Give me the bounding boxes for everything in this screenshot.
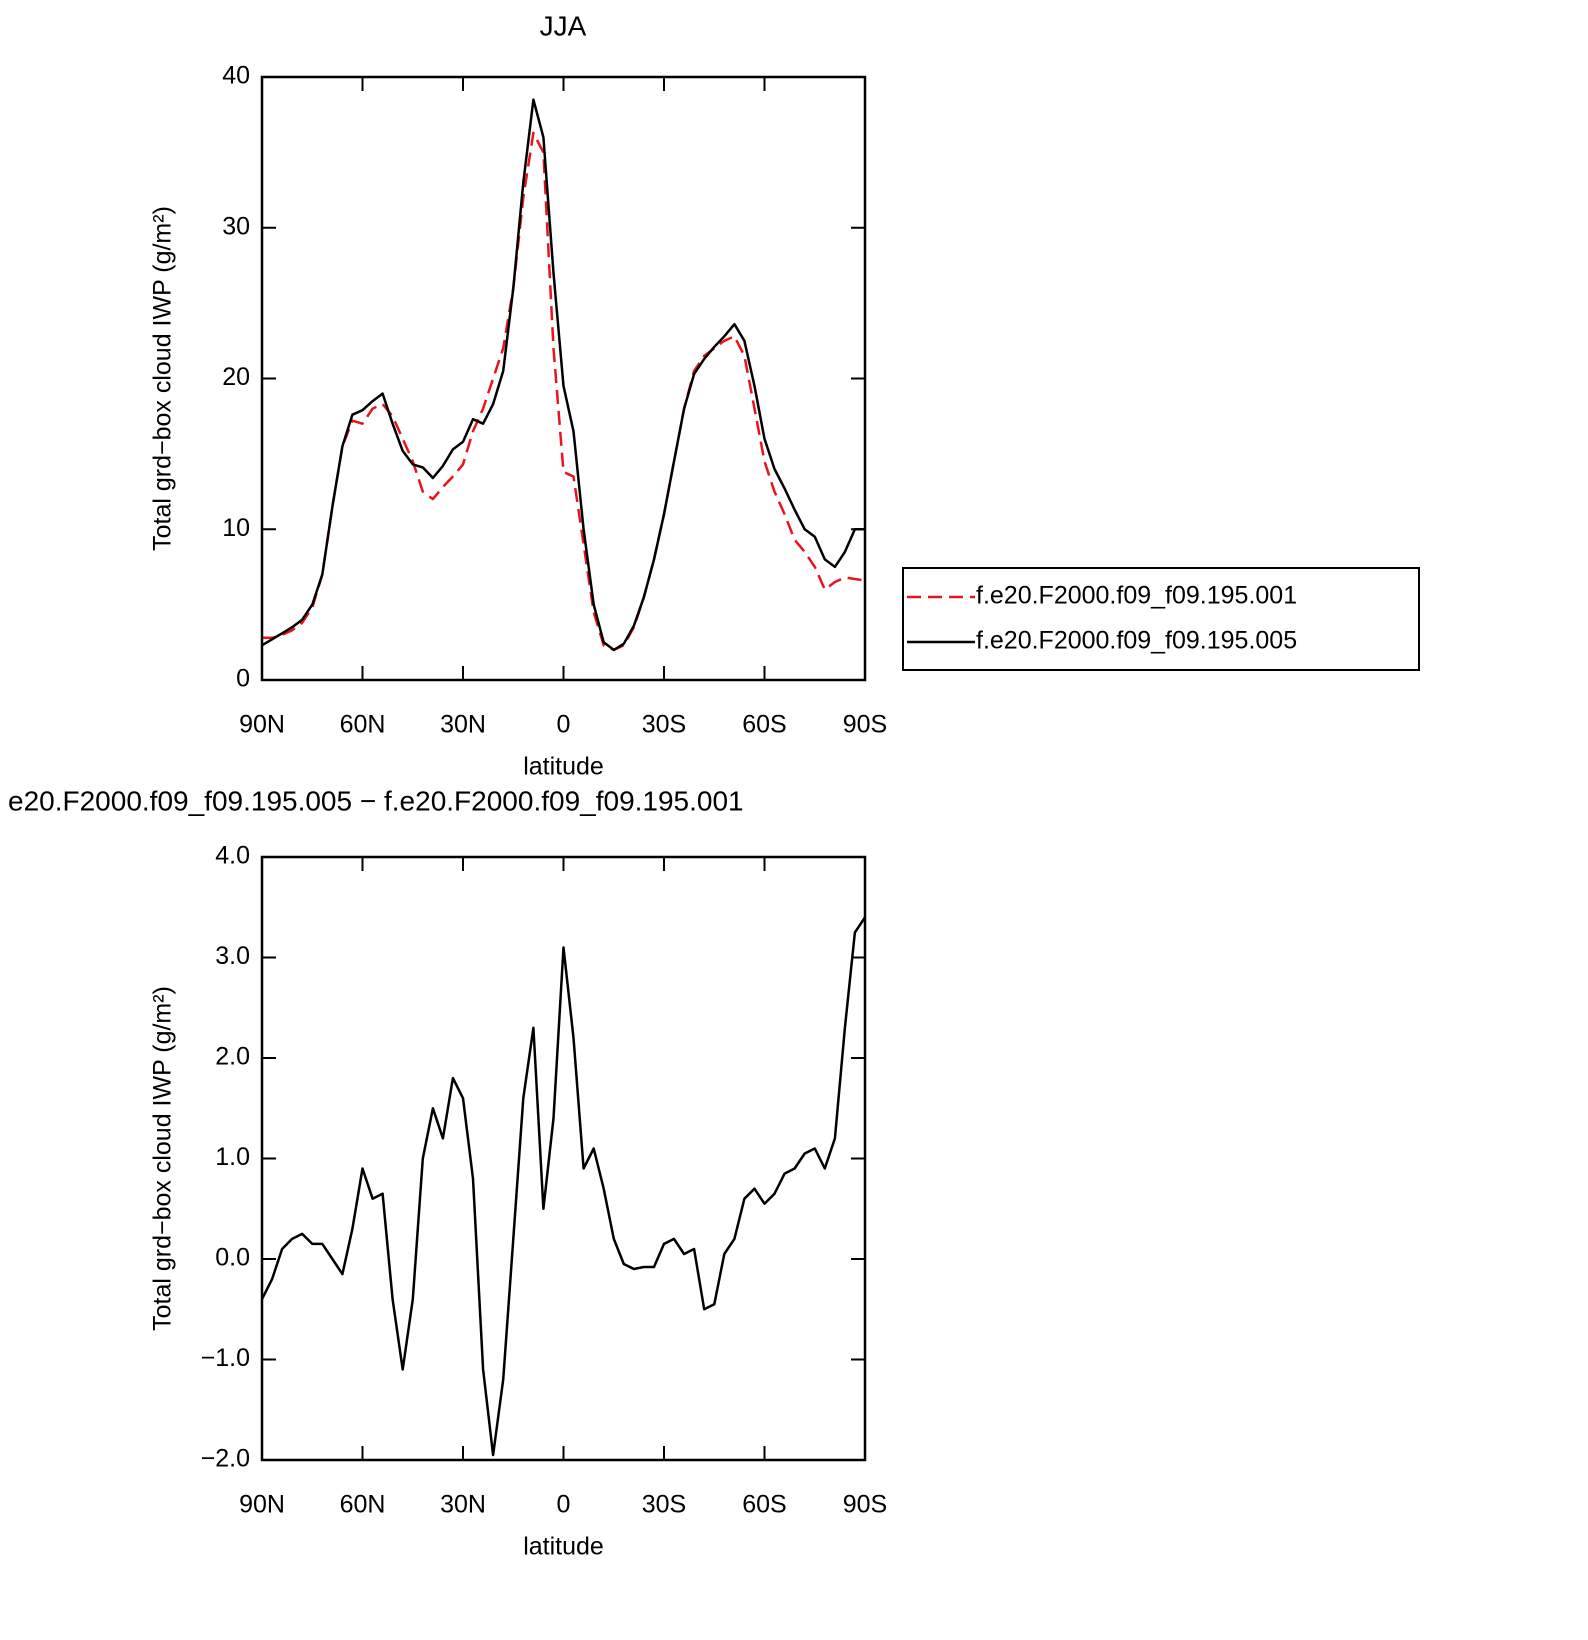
y-tick-label: −2.0 <box>201 1445 250 1473</box>
legend-label: f.e20.F2000.f09_f09.195.001 <box>976 582 1297 610</box>
y-tick-label: −1.0 <box>201 1344 250 1372</box>
x-tick-label: 60N <box>340 1491 386 1519</box>
x-tick-label: 60S <box>742 711 786 739</box>
x-tick-label: 90N <box>239 1491 285 1519</box>
y-tick-label: 40 <box>222 62 250 90</box>
y-tick-label: 0 <box>236 665 250 693</box>
x-tick-label: 30S <box>642 1491 686 1519</box>
y-tick-label: 4.0 <box>215 842 250 870</box>
data-line <box>262 131 866 652</box>
x-tick-label: 30N <box>440 711 486 739</box>
chart-title: JJA <box>540 10 587 41</box>
x-tick-label: 0 <box>557 711 571 739</box>
legend-box <box>902 567 1420 671</box>
plot-frame <box>260 855 867 1462</box>
x-tick-label: 60N <box>340 711 386 739</box>
data-line <box>261 98 865 652</box>
y-tick-label: 0.0 <box>215 1244 250 1272</box>
x-tick-label: 90N <box>239 711 285 739</box>
plot-frame <box>260 75 867 682</box>
x-tick-label: 30N <box>440 1491 486 1519</box>
x-tick-label: 90S <box>843 711 887 739</box>
y-tick-label: 10 <box>222 514 250 542</box>
y-tick-label: 30 <box>222 212 250 240</box>
y-tick-label: 1.0 <box>215 1143 250 1171</box>
x-tick-label: 30S <box>642 711 686 739</box>
data-line <box>260 916 867 1457</box>
chart-title: e20.F2000.f09_f09.195.005 − f.e20.F2000.… <box>8 785 744 816</box>
y-tick-label: 20 <box>222 363 250 391</box>
y-tick-label: 2.0 <box>215 1043 250 1071</box>
x-tick-label: 90S <box>843 1491 887 1519</box>
x-axis-label: latitude <box>523 1533 604 1561</box>
y-axis-label: Total grd−box cloud IWP (g/m²) <box>149 986 177 1331</box>
x-tick-label: 60S <box>742 1491 786 1519</box>
legend-label: f.e20.F2000.f09_f09.195.005 <box>976 627 1297 655</box>
x-axis-label: latitude <box>523 753 604 781</box>
x-tick-label: 0 <box>557 1491 571 1519</box>
y-axis-label: Total grd−box cloud IWP (g/m²) <box>149 206 177 551</box>
y-tick-label: 3.0 <box>215 942 250 970</box>
